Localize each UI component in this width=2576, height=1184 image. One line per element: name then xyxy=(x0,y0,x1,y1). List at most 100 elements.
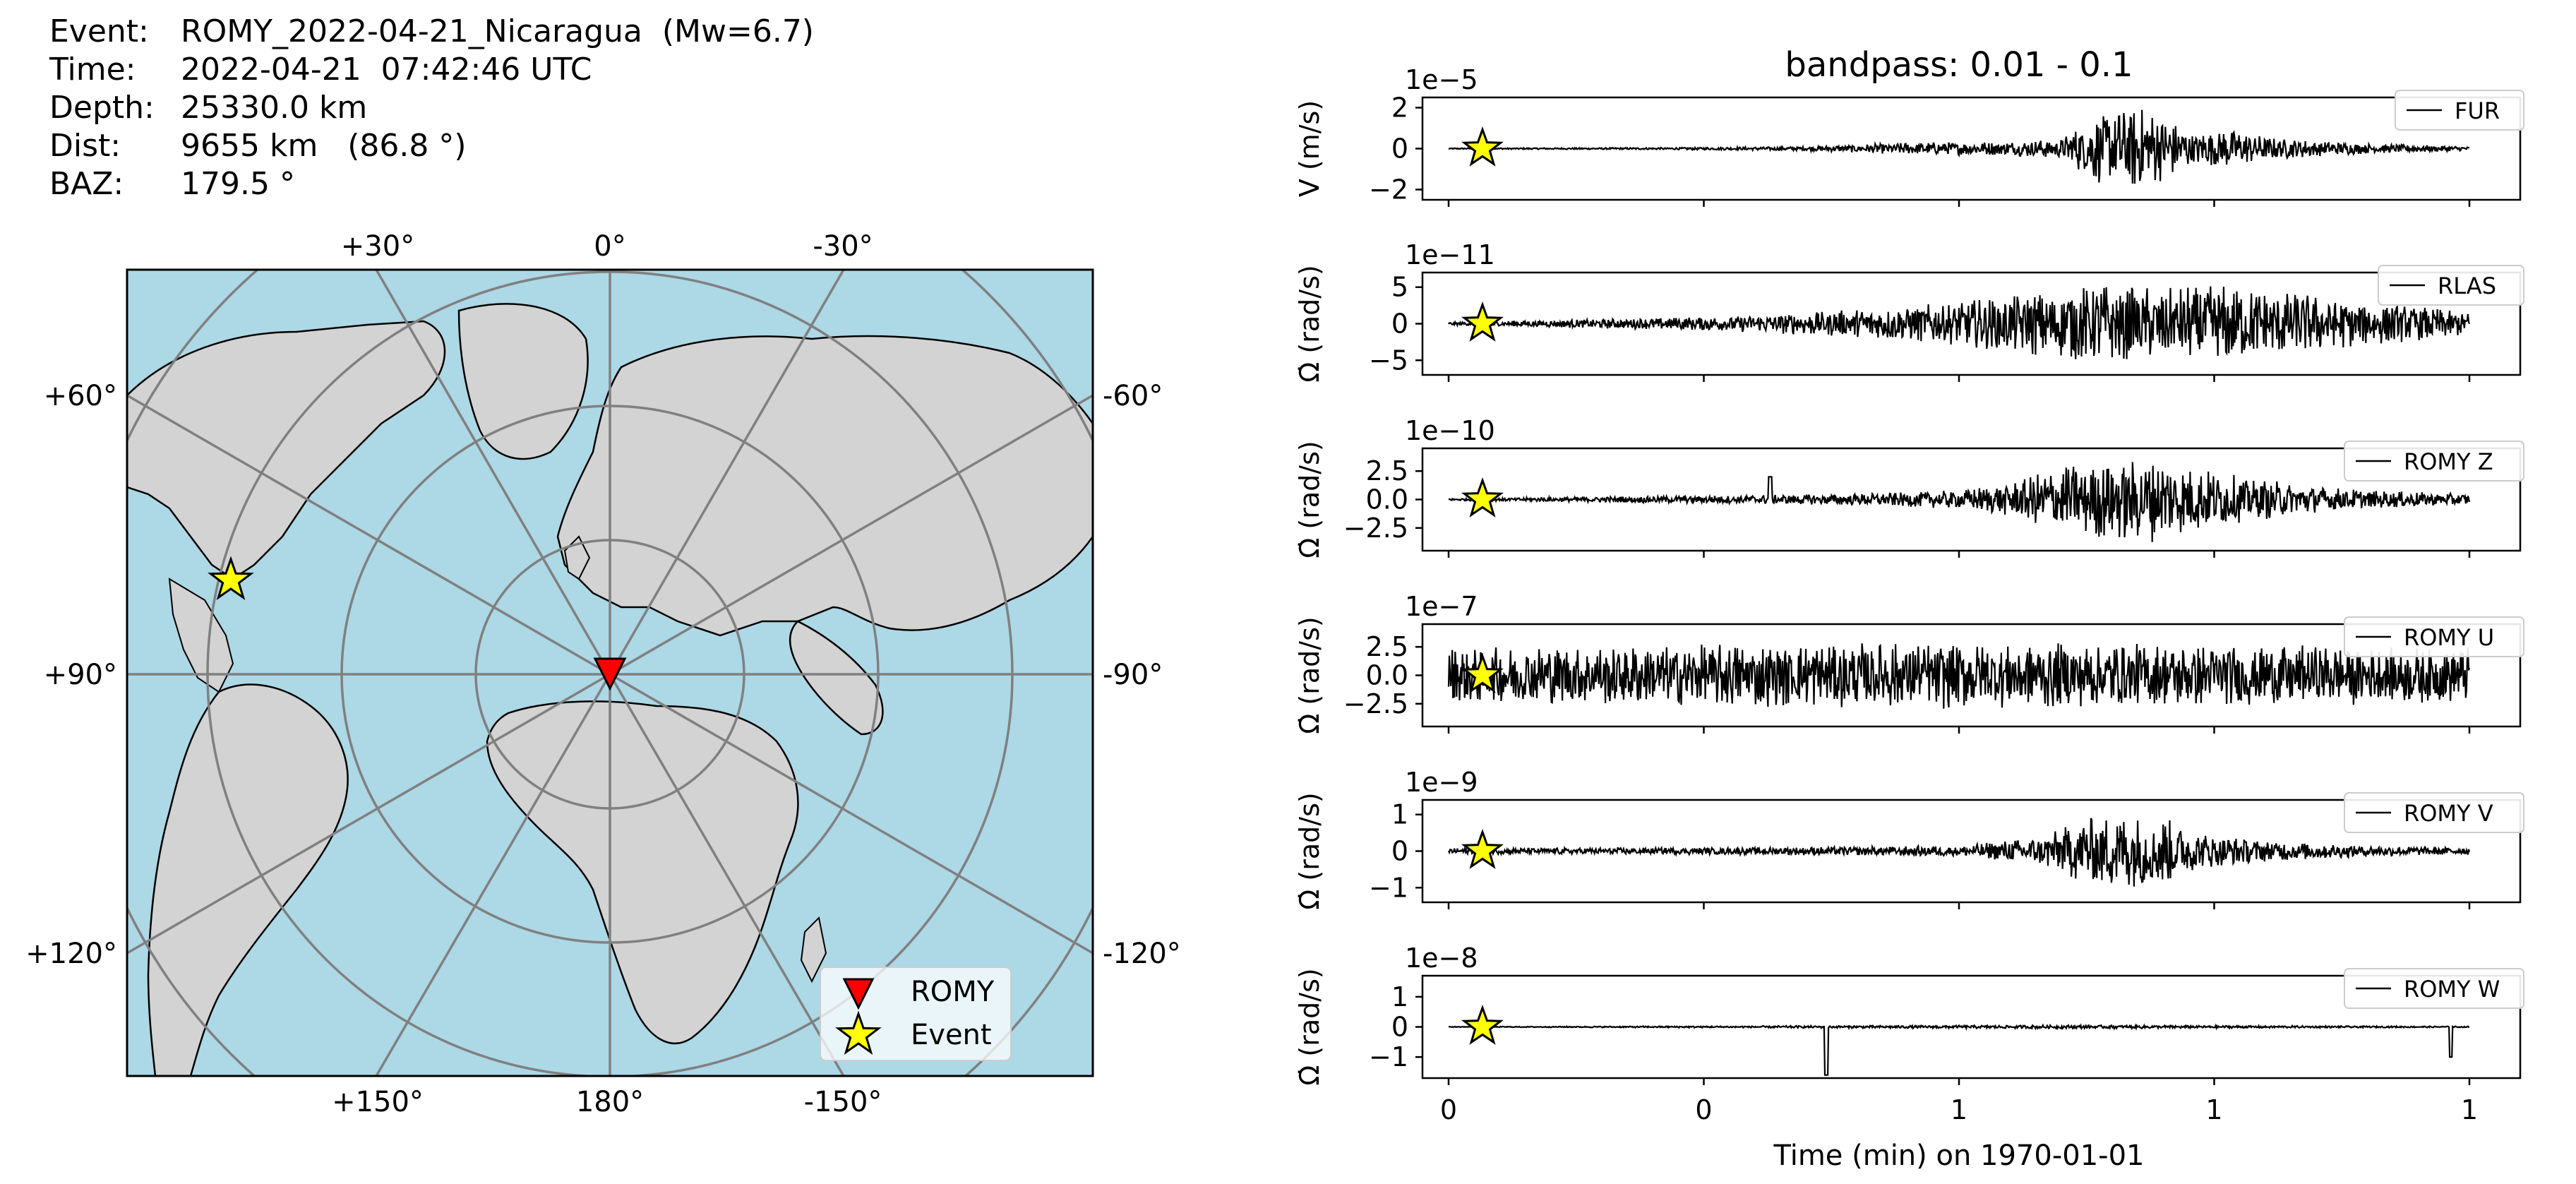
time-row: Time: 2022-04-21 07:42:46 UTC xyxy=(49,51,814,89)
map-right-label-2: -90° xyxy=(1103,659,1163,691)
y-tick-label: 2.5 xyxy=(1366,631,1408,662)
legend-label: ROMY U xyxy=(2404,624,2494,651)
panel-romy-u: 2.50.0−2.5 1e−7 Ω̇ (rad/s) ROMY U xyxy=(1294,591,2524,734)
y-exponent: 1e−8 xyxy=(1405,943,1478,974)
y-tick-label: −1 xyxy=(1369,872,1408,903)
panel-romy-w: 10−1 1e−8 Ω̇ (rad/s) ROMY W xyxy=(1294,943,2524,1086)
y-exponent: 1e−11 xyxy=(1405,239,1495,270)
y-tick-label: −5 xyxy=(1369,345,1408,376)
x-tick-label: 1 xyxy=(2461,1094,2478,1125)
y-tick-label: 0 xyxy=(1391,836,1408,867)
y-exponent: 1e−5 xyxy=(1405,64,1478,95)
map-frame xyxy=(126,268,1094,1077)
legend-label: ROMY Z xyxy=(2404,448,2493,475)
depth-value: 25330.0 km xyxy=(181,90,368,126)
event-label: Event: xyxy=(49,13,149,49)
y-tick-label: 0 xyxy=(1391,133,1408,165)
y-axis-label: Ω̇ (rad/s) xyxy=(1294,441,1325,558)
baz-row: BAZ: 179.5 ° xyxy=(49,165,814,203)
legend-event-icon xyxy=(835,1010,882,1056)
depth-row: Depth: 25330.0 km xyxy=(49,89,814,127)
y-tick-label: 0.0 xyxy=(1366,660,1408,691)
map-right-label-3: -120° xyxy=(1103,938,1181,970)
baz-value: 179.5 ° xyxy=(181,166,295,202)
trace-rlas xyxy=(1448,286,2471,359)
station-marker xyxy=(593,657,627,691)
legend-event-label: Event xyxy=(911,1019,992,1051)
map-top-label-2: 0° xyxy=(594,230,625,263)
map-top-label-1: +30° xyxy=(341,230,414,263)
x-tick-label: 0 xyxy=(1695,1094,1712,1125)
y-axis-label: Ω̇ (rad/s) xyxy=(1294,968,1325,1085)
y-axis-label: Ω̇ (rad/s) xyxy=(1294,265,1325,382)
y-exponent: 1e−9 xyxy=(1405,767,1478,798)
trace-romy-w xyxy=(1448,1023,2470,1076)
map-left-label-3: +120° xyxy=(25,938,117,970)
legend-label: ROMY W xyxy=(2404,976,2500,1003)
y-tick-label: 0 xyxy=(1391,1012,1408,1043)
legend-box xyxy=(2344,616,2524,657)
legend-label: ROMY V xyxy=(2404,800,2493,827)
legend-box xyxy=(2344,792,2524,833)
y-tick-label: −2 xyxy=(1369,174,1408,205)
y-tick-label: 2 xyxy=(1391,92,1408,124)
origin-star-icon xyxy=(1461,653,1504,693)
origin-star-icon xyxy=(1461,477,1504,518)
map-legend: ROMY Event xyxy=(820,967,1012,1061)
map-left-label-1: +60° xyxy=(44,380,117,412)
legend-box xyxy=(2344,441,2524,482)
y-tick-label: 1 xyxy=(1391,981,1408,1012)
map-bottom-label-1: +150° xyxy=(332,1086,424,1118)
baz-label: BAZ: xyxy=(49,166,124,202)
map-left-label-2: +90° xyxy=(44,659,117,691)
x-axis-label: Time (min) on 1970-01-01 xyxy=(1773,1140,2145,1172)
origin-star-icon xyxy=(1461,829,1504,869)
dist-value: 9655 km (86.8 °) xyxy=(181,128,467,164)
panel-romy-v: 1 0 −1 1e−9 Ω̇ (rad/s) ROMY V xyxy=(1294,767,2524,910)
y-tick-label: 0 xyxy=(1391,309,1408,340)
y-tick-label: 2.5 xyxy=(1366,455,1408,486)
map-graticule xyxy=(127,270,1093,1076)
legend-station-icon xyxy=(842,978,875,1010)
origin-star-icon xyxy=(1461,1005,1504,1045)
dist-row: Dist: 9655 km (86.8 °) xyxy=(49,127,814,165)
map-bottom-label-3: -150° xyxy=(804,1086,882,1118)
map-top-label-3: -30° xyxy=(813,230,873,263)
event-info: Event: ROMY_2022-04-21_Nicaragua (Mw=6.7)… xyxy=(49,13,814,203)
chart-title: bandpass: 0.01 - 0.1 xyxy=(1785,45,2133,85)
legend-label: FUR xyxy=(2455,97,2500,124)
map-bottom-label-2: 180° xyxy=(576,1086,644,1118)
origin-star-icon xyxy=(1461,126,1504,167)
legend-box xyxy=(2378,265,2524,306)
time-label: Time: xyxy=(49,52,136,88)
depth-label: Depth: xyxy=(49,90,155,126)
y-axis-label: V (m/s) xyxy=(1294,100,1325,197)
event-value: ROMY_2022-04-21_Nicaragua (Mw=6.7) xyxy=(181,13,814,49)
trace-romy-v xyxy=(1447,818,2471,887)
y-tick-label: 1 xyxy=(1391,799,1408,830)
origin-star-icon xyxy=(1461,301,1504,342)
trace-fur xyxy=(1448,109,2470,184)
event-marker xyxy=(208,556,254,601)
x-axis: 0 0 1 1 1 xyxy=(1440,1094,2478,1125)
map: +30° 0° -30° +150° 180° -150° +60° +90° … xyxy=(25,230,1181,1118)
map-land xyxy=(127,303,1093,1076)
panel-fur: 2 0 −2 1e−5 V (m/s) FUR xyxy=(1294,64,2524,207)
map-right-label-1: -60° xyxy=(1103,380,1163,412)
y-tick-label: 0.0 xyxy=(1366,484,1408,515)
y-axis-label: Ω̇ (rad/s) xyxy=(1294,792,1325,909)
event-row: Event: ROMY_2022-04-21_Nicaragua (Mw=6.7) xyxy=(49,13,814,51)
legend-label: RLAS xyxy=(2438,273,2496,299)
y-tick-label: −2.5 xyxy=(1343,688,1408,719)
y-tick-label: −1 xyxy=(1369,1041,1408,1072)
x-tick-label: 0 xyxy=(1440,1094,1457,1125)
y-exponent: 1e−7 xyxy=(1405,591,1478,622)
legend-box xyxy=(2344,968,2524,1009)
time-value: 2022-04-21 07:42:46 UTC xyxy=(181,52,592,88)
y-axis-label: Ω̇ (rad/s) xyxy=(1294,616,1325,734)
y-exponent: 1e−10 xyxy=(1405,415,1495,446)
trace-romy-u xyxy=(1447,643,2471,709)
x-tick-label: 1 xyxy=(1951,1094,1967,1125)
trace-romy-z xyxy=(1448,462,2471,542)
